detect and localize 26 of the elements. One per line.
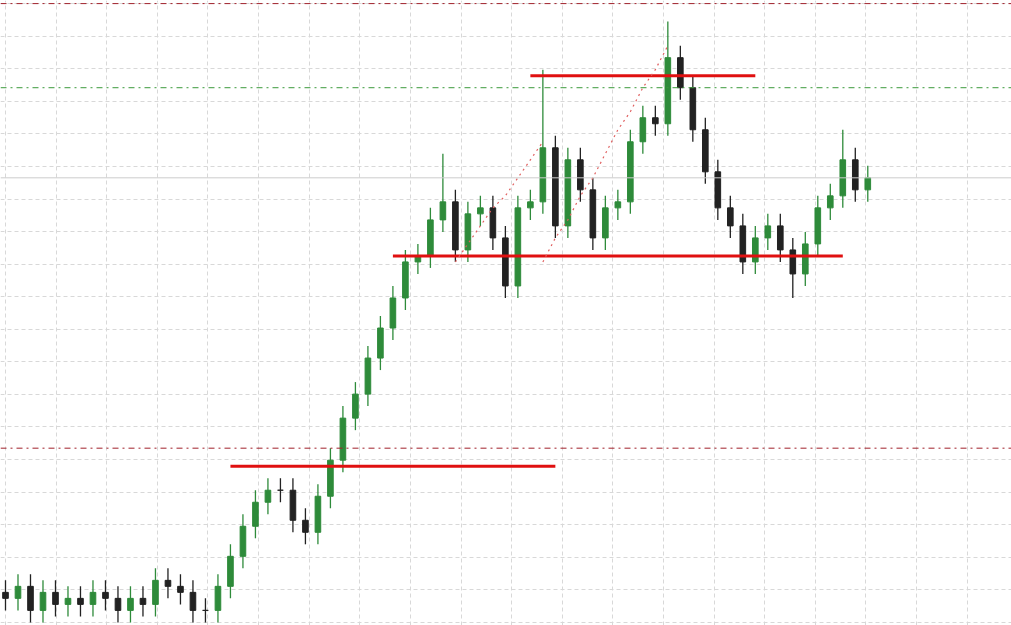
candlestick: [727, 195, 734, 239]
candlestick: [89, 579, 97, 618]
candlestick: [114, 585, 122, 624]
candlestick: [527, 189, 534, 221]
candlestick: [77, 585, 84, 618]
candlestick: [64, 585, 72, 618]
candlestick: [614, 189, 622, 221]
candlestick: [414, 243, 422, 275]
candlestick: [477, 195, 484, 227]
candlestick: [864, 165, 872, 203]
candlestick: [764, 213, 772, 251]
candlestick: [127, 585, 134, 624]
candlestick: [39, 579, 47, 624]
candlestick: [52, 579, 59, 618]
candlestick: [177, 573, 184, 606]
candlestick: [2, 579, 9, 612]
candlestick: [652, 105, 659, 137]
candlestick: [439, 153, 447, 233]
candlestick: [264, 477, 272, 515]
candlestick: [139, 585, 147, 618]
candlestick: [102, 579, 109, 612]
candlestick: [189, 579, 197, 624]
candlestick: [164, 567, 172, 600]
candlestick: [302, 507, 309, 545]
candlestick: [826, 183, 834, 221]
candlestick: [14, 573, 22, 612]
